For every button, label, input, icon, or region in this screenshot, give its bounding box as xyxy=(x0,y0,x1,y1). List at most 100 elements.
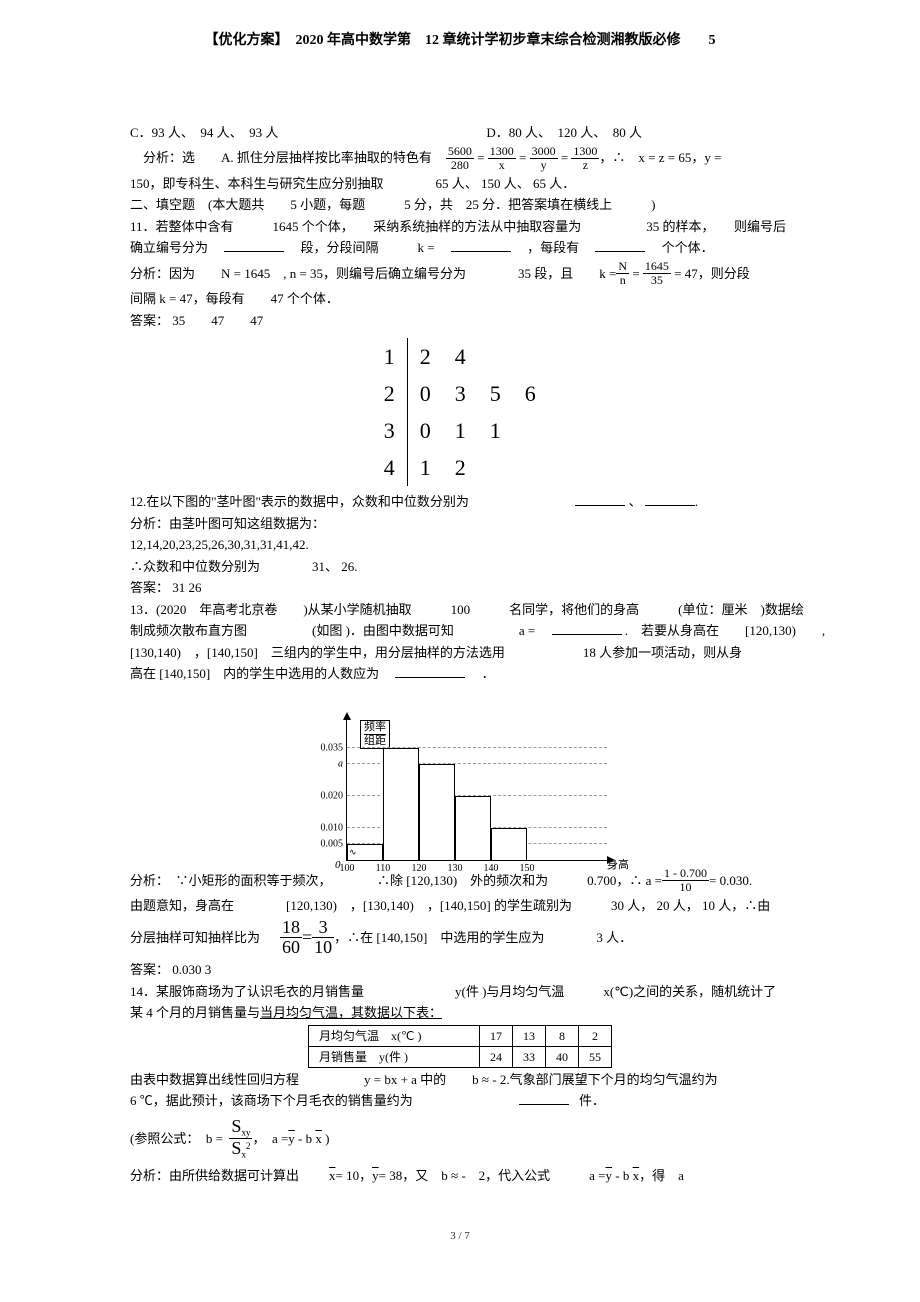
table-cell: 40 xyxy=(546,1046,579,1067)
q14-line1: 14．某服饰商场为了认识毛衣的月销售量 y(件 )与月均匀气温 x(℃)之间的关… xyxy=(130,982,790,1002)
text: ，∴在 [140,150] 中选用的学生应为 3 人． xyxy=(334,928,632,948)
q13-ratio: 分层抽样可知抽样比为 1860 = 310 ，∴在 [140,150] 中选用的… xyxy=(130,918,790,959)
text: (参照公式： b = xyxy=(130,1129,223,1149)
section-fill-title: 二、填空题 (本大题共 5 小题，每题 5 分，共 25 分．把答案填在横线上 … xyxy=(130,195,790,215)
blank xyxy=(595,240,645,253)
text: = 0.030. xyxy=(709,871,752,891)
text: . 若要从身高在 [120,130) , xyxy=(625,623,825,638)
blank xyxy=(395,666,465,679)
text: 12.在以下图的"茎叶图"表示的数据中，众数和中位数分别为 xyxy=(130,494,469,509)
q11-answer: 答案： 35 47 47 xyxy=(130,311,790,331)
table-cell: 24 xyxy=(480,1046,513,1067)
q12-line1: 12.在以下图的"茎叶图"表示的数据中，众数和中位数分别为 、 . xyxy=(130,492,790,512)
y-tick: 0.035 xyxy=(311,740,343,755)
q14-line3: 由表中数据算出线性回归方程 y = bx + a 中的 b ≈ - 2.气象部门… xyxy=(130,1070,790,1090)
option-d: D．80 人、 120 人、 80 人 xyxy=(486,123,642,143)
text-line: 分析：由茎叶图可知这组数据为： xyxy=(130,514,790,534)
stem-cell: 2 xyxy=(372,375,408,412)
option-row: C．93 人、 94 人、 93 人 D．80 人、 120 人、 80 人 xyxy=(130,123,790,143)
table-cell: 17 xyxy=(480,1025,513,1046)
data-table: 月均匀气温 x(℃ )171382月销售量 y(件 )24334055 xyxy=(308,1025,612,1068)
x-tick: 140 xyxy=(484,861,499,876)
q13-answer: 答案： 0.030 3 xyxy=(130,960,790,980)
text: 确立编号分为 xyxy=(130,240,221,255)
q11-line1: 11．若整体中含有 1645 个个体， 采纳系统抽样的方法从中抽取容量为 35 … xyxy=(130,217,790,237)
table-cell: 33 xyxy=(513,1046,546,1067)
y-tick: 0.020 xyxy=(311,788,343,803)
histogram-axes: 0 身高 0.035a0.0200.0100.00510011012013014… xyxy=(346,720,607,861)
fraction: Sxy Sx2 xyxy=(229,1117,252,1161)
q11-line2: 确立编号分为 段，分段间隔 k = ，每段有 个个体． xyxy=(130,238,790,258)
stem-cell: 4 xyxy=(372,449,408,486)
histogram-bar xyxy=(419,764,455,860)
text: 制成频次散布直方图 (如图 )．由图中数据可知 a = xyxy=(130,623,548,638)
fraction: 1 - 0.70010 xyxy=(662,867,709,894)
text: 某 4 个月的月销售量与 xyxy=(130,1005,260,1020)
text: = 10， xyxy=(336,1166,373,1186)
text-line: ∴众数和中位数分别为 31、 26. xyxy=(130,557,790,577)
text: ，每段有 xyxy=(514,240,592,255)
leaf-cell: 1 xyxy=(478,412,513,449)
table-cell: 55 xyxy=(579,1046,612,1067)
text: 分析：由所供给数据可计算出 xyxy=(130,1166,299,1186)
x-tick: 100 xyxy=(340,861,355,876)
leaf-cell: 2 xyxy=(443,449,478,486)
q-analysis-fractions: 分析：选 A. 抓住分层抽样按比率抽取的特色有 5600280 = 1300x … xyxy=(130,145,790,172)
fraction: 310 xyxy=(312,918,334,959)
stem-cell: 1 xyxy=(372,338,408,375)
text: ，∴ x = z = 65，y = xyxy=(599,148,721,168)
blank xyxy=(519,1093,569,1106)
leaf-cell xyxy=(513,449,548,486)
leaf-cell: 2 xyxy=(407,338,443,375)
y-tick: 0.005 xyxy=(311,836,343,851)
leaf-cell: 5 xyxy=(478,375,513,412)
blank xyxy=(451,240,511,253)
fraction: 1860 xyxy=(280,918,302,959)
histogram-bar xyxy=(383,748,419,860)
text: 分析： ∵小矩形的面积等于频次， ∴除 [120,130) 外的频次和为 0.7… xyxy=(130,871,662,891)
leaf-cell: 0 xyxy=(407,375,443,412)
histogram-bar xyxy=(455,796,491,860)
text-line: 12,14,20,23,25,26,30,31,31,41,42. xyxy=(130,535,790,555)
x-tick: 150 xyxy=(520,861,535,876)
histogram-bar xyxy=(491,828,527,860)
q14-line2: 某 4 个月的月销售量与当月均匀气温，其数据以下表： xyxy=(130,1003,790,1023)
fraction: Nn xyxy=(616,260,629,287)
leaf-cell: 1 xyxy=(407,449,443,486)
blank xyxy=(575,494,625,507)
text-line: 150，即专科生、本科生与研究生应分别抽取 65 人、 150 人、 65 人． xyxy=(130,174,790,194)
table-cell: 月销售量 y(件 ) xyxy=(309,1046,480,1067)
table-cell: 月均匀气温 x(℃ ) xyxy=(309,1025,480,1046)
text: 分层抽样可知抽样比为 xyxy=(130,928,260,948)
leaf-cell xyxy=(513,338,548,375)
q14-analysis: 分析：由所供给数据可计算出 x = 10， y = 38，又 b ≈ - 2，代… xyxy=(130,1166,790,1186)
q11-analysis: 分析：因为 N = 1645 , n = 35，则编号后确立编号分为 35 段，… xyxy=(130,260,790,287)
q13-line4: 高在 [140,150] 内的学生中选用的人数应为 ． xyxy=(130,664,790,684)
text: 分析：因为 N = 1645 , n = 35，则编号后确立编号分为 35 段，… xyxy=(130,264,616,284)
leaf-cell xyxy=(513,412,548,449)
stem-leaf-plot: 124203563011412 xyxy=(372,338,549,486)
x-tick: 110 xyxy=(376,861,391,876)
text: 6 ℃，据此预计，该商场下个月毛衣的销售量约为 xyxy=(130,1093,413,1108)
q14-formula: (参照公式： b = Sxy Sx2 ， a = y - b x ) xyxy=(130,1117,790,1161)
q13-line2: 制成频次散布直方图 (如图 )．由图中数据可知 a = . 若要从身高在 [12… xyxy=(130,621,790,641)
text: ) xyxy=(325,1129,329,1149)
fraction: 164535 xyxy=(643,260,671,287)
fraction: 1300x xyxy=(488,145,516,172)
fraction: 1300z xyxy=(571,145,599,172)
histogram: 频率 组距 0 身高 0.035a0.0200.0100.00510011012… xyxy=(310,720,610,861)
leaf-cell: 3 xyxy=(443,375,478,412)
page: 【优化方案】 2020 年高中数学第 12 章统计学初步章末综合检测湘教版必修 … xyxy=(0,0,920,1274)
leaf-cell xyxy=(478,338,513,375)
x-tick: 130 xyxy=(448,861,463,876)
fraction: 3000y xyxy=(530,145,558,172)
text: ，得 a xyxy=(639,1166,684,1186)
x-tick: 120 xyxy=(412,861,427,876)
fraction: 5600280 xyxy=(446,145,474,172)
blank xyxy=(552,623,622,636)
table-cell: 2 xyxy=(579,1025,612,1046)
leaf-cell: 1 xyxy=(443,412,478,449)
stem-cell: 3 xyxy=(372,412,408,449)
q13-line3: [130,140) ，[140,150] 三组内的学生中，用分层抽样的方法选用 … xyxy=(130,643,790,663)
text: 分析：选 A. 抓住分层抽样按比率抽取的特色有 xyxy=(130,148,432,168)
